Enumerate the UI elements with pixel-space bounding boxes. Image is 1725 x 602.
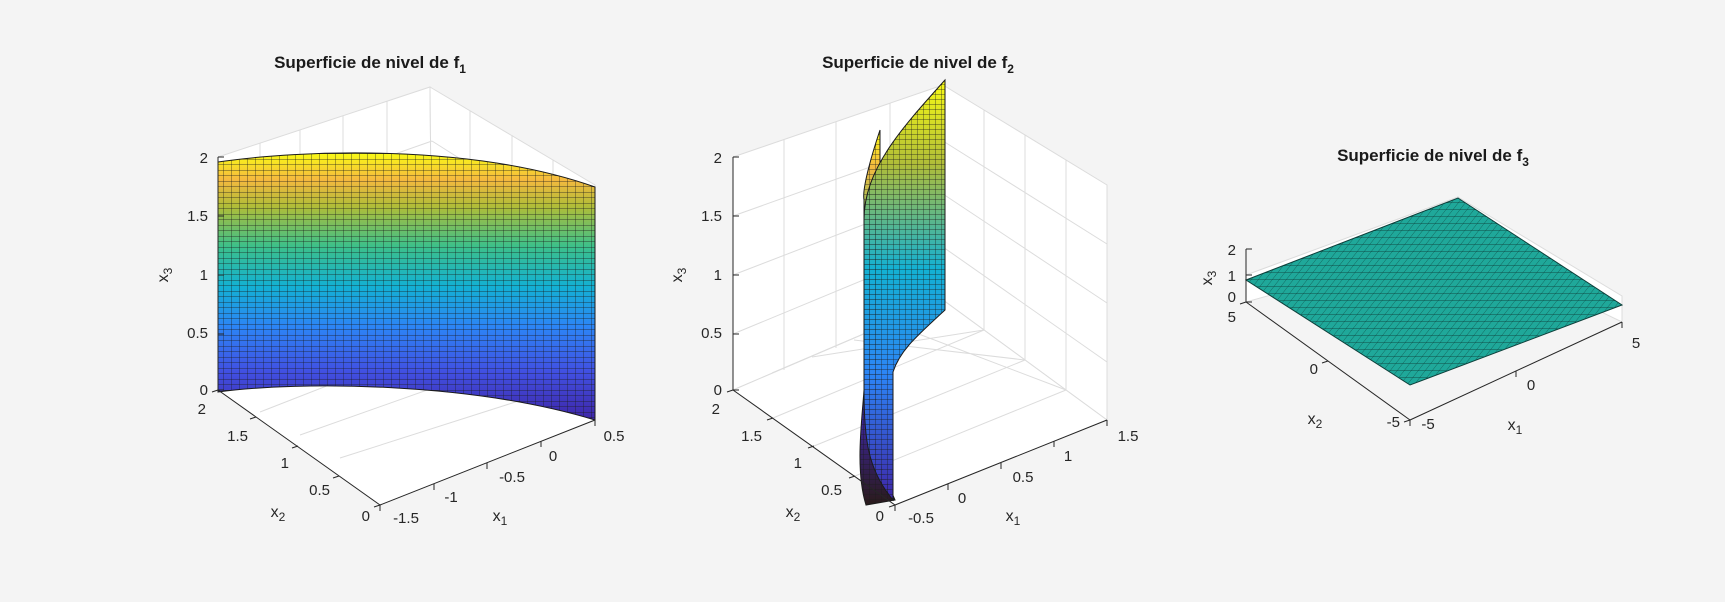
yticklabel: 2 [712,401,720,418]
ticklabels-f2: 0 0.5 1 1.5 2 2 1.5 1 0.5 0 -0.5 0 0.5 1… [701,150,1138,527]
ticklabels-f3: 0 1 2 5 0 -5 -5 0 5 [1228,242,1641,433]
yticklabel: 0 [876,508,884,525]
surface-f3 [1244,197,1624,386]
xticklabel: 0 [549,448,557,465]
xticklabel: -0.5 [499,469,525,486]
chart-title: Superficie de nivel de f3 [1337,146,1529,169]
zticklabel: 1 [200,267,208,284]
yticklabel: 0 [1310,361,1318,378]
chart-title: Superficie de nivel de f2 [822,53,1014,76]
surface-f1 [217,152,596,421]
xticklabel: -5 [1421,416,1434,433]
xticklabel: -1 [444,489,457,506]
yticklabel: 1.5 [741,428,762,445]
axes-f3 [1239,248,1623,426]
subplot-f1: 0 0.5 1 1.5 2 2 1.5 1 0.5 0 -1.5 -1 -0.5… [155,53,624,528]
xticklabel: -1.5 [393,510,419,527]
subplot-f2: 0 0.5 1 1.5 2 2 1.5 1 0.5 0 -0.5 0 0.5 1… [669,53,1138,528]
axis-label-x1: x1 [1006,508,1021,528]
xticklabel: 0.5 [1013,469,1034,486]
axis-label-x2: x2 [271,504,286,524]
zticklabel: 0 [714,382,722,399]
zticklabel: 0 [1228,289,1236,306]
axes-f1 [211,156,596,511]
yticklabel: 0.5 [309,482,330,499]
surface-f2 [859,78,946,506]
zticklabel: 0 [200,382,208,399]
ticklabels-f1: 0 0.5 1 1.5 2 2 1.5 1 0.5 0 -1.5 -1 -0.5… [187,150,624,527]
xticklabel: 0 [1527,377,1535,394]
axis-label-x2: x2 [786,504,801,524]
zticklabel: 0.5 [701,325,722,342]
zticklabel: 2 [200,150,208,167]
yticklabel: 2 [198,401,206,418]
axis-label-x2: x2 [1308,411,1323,431]
yticklabel: 0 [362,508,370,525]
zticklabel: 0.5 [187,325,208,342]
xticklabel: 5 [1632,335,1640,352]
xticklabel: 1 [1064,448,1072,465]
axis-label-x1: x1 [1508,417,1523,437]
zticklabel: 2 [714,150,722,167]
yticklabel: 5 [1228,309,1236,326]
yticklabel: -5 [1387,414,1400,431]
xticklabel: 1.5 [1118,428,1139,445]
zticklabel: 1.5 [701,208,722,225]
zticklabel: 2 [1228,242,1236,259]
yticklabel: 1 [794,455,802,472]
axes-f2 [726,156,1108,511]
axis-label-x3: x3 [1199,270,1219,285]
yticklabel: 0.5 [821,482,842,499]
yticklabel: 1.5 [227,428,248,445]
xticklabel: 0 [958,490,966,507]
subplot-f3: 0 1 2 5 0 -5 -5 0 5 Superficie de nivel … [1199,146,1640,437]
zticklabel: 1 [714,267,722,284]
xticklabel: -0.5 [908,510,934,527]
axis-label-x3: x3 [669,267,689,282]
axis-label-x3: x3 [155,267,175,282]
yticklabel: 1 [281,455,289,472]
chart-title: Superficie de nivel de f1 [274,53,466,76]
zticklabel: 1 [1228,268,1236,285]
xticklabel: 0.5 [604,428,625,445]
zticklabel: 1.5 [187,208,208,225]
axis-label-x1: x1 [493,508,508,528]
